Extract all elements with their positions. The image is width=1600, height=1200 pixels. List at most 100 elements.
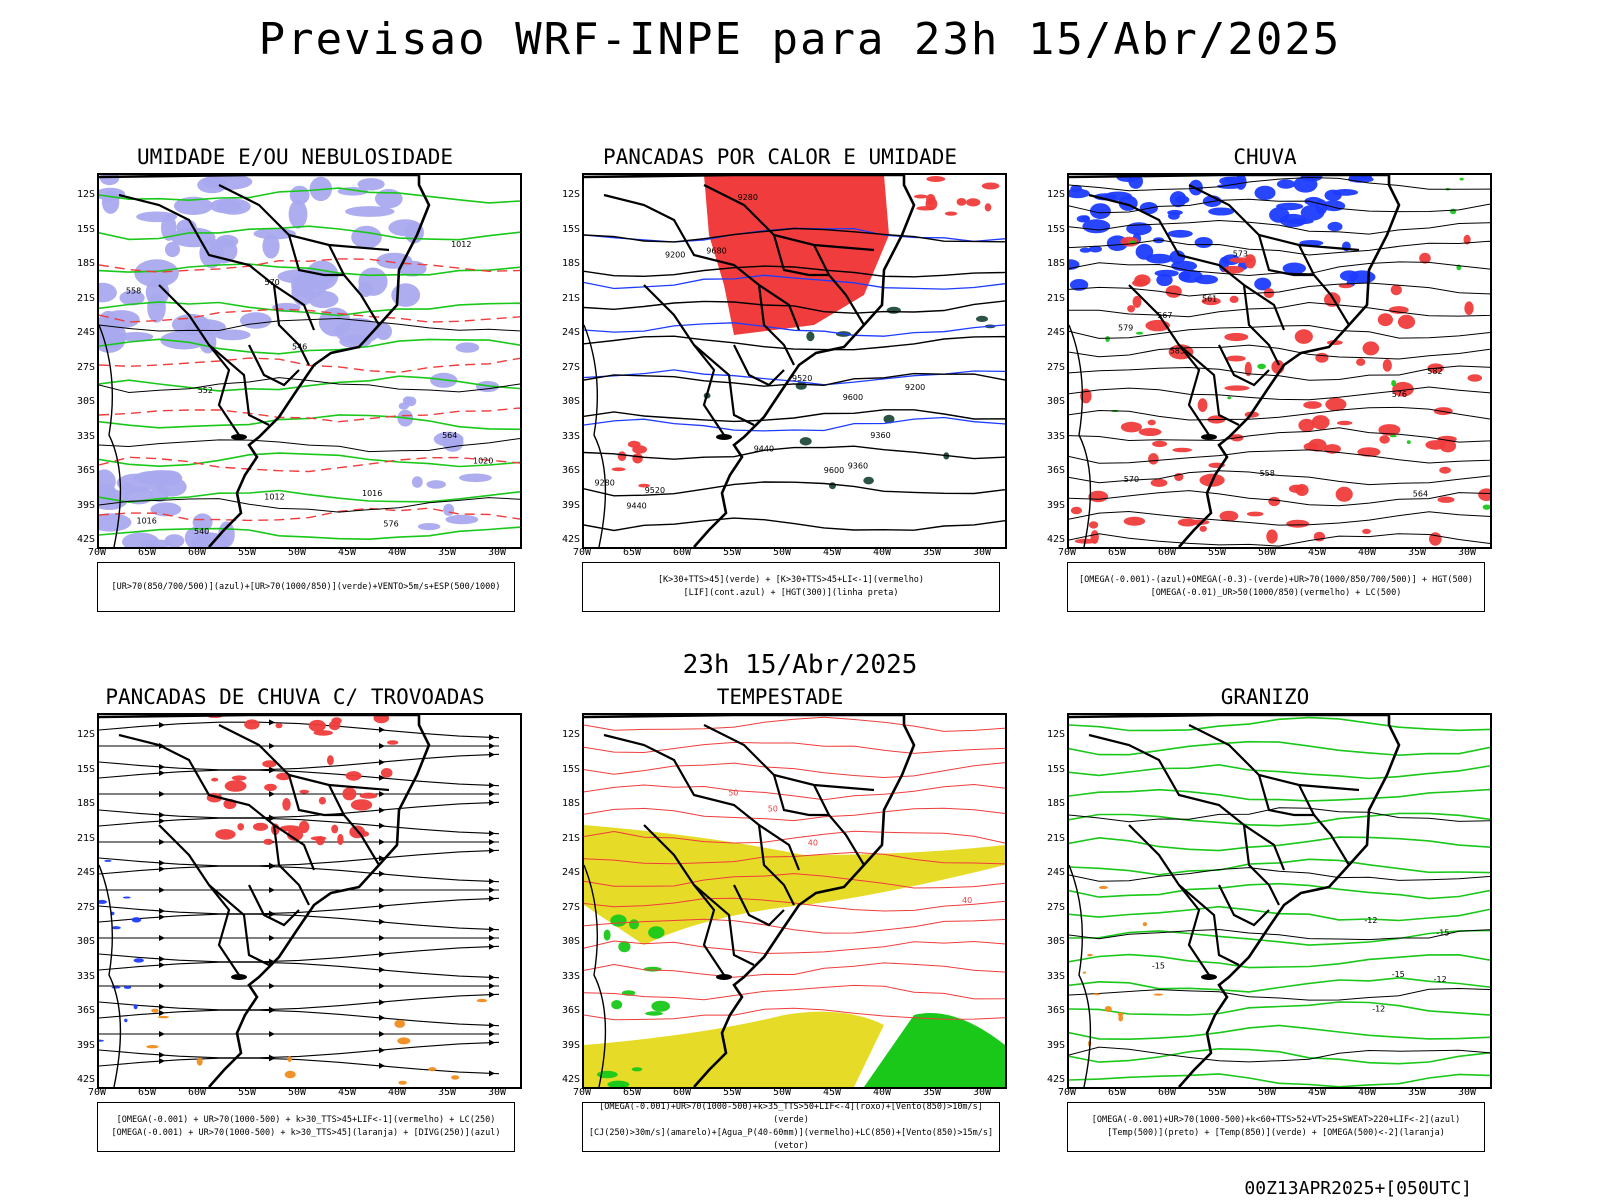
lat-tick-label: 36S — [76, 1005, 95, 1016]
legend-line: [OMEGA(-0.001)+UR>70(1000-500)+k>35_TTS>… — [599, 1102, 983, 1125]
lon-tick-label: 60W — [672, 547, 692, 558]
lon-tick-label: 40W — [872, 547, 892, 558]
lat-tick-label: 15S — [561, 763, 580, 775]
lon-tick-label: 40W — [1357, 1087, 1377, 1098]
lat-tick-label: 21S — [76, 832, 95, 844]
contour-label: 1012 — [451, 240, 471, 249]
lat-tick-label: 12S — [561, 189, 580, 200]
lat-tick-label: 33S — [76, 970, 95, 982]
lon-tick-label: 60W — [1157, 1087, 1177, 1098]
panel-title: PANCADAS DE CHUVA C/ TROVOADAS — [105, 685, 485, 709]
lon-tick-label: 45W — [337, 1087, 357, 1098]
contour-label: 9600 — [843, 393, 863, 402]
contour-label: 1012 — [264, 493, 284, 502]
contour-label: 582 — [1427, 367, 1442, 376]
lon-tick-label: 60W — [187, 547, 207, 558]
lat-tick-label: 24S — [561, 327, 580, 338]
forecast-time-label: 23h 15/Abr/2025 — [682, 650, 918, 680]
lat-tick-label: 15S — [76, 763, 95, 775]
legend-box: [OMEGA(-0.001) + UR>70(1000-500) + k>30_… — [97, 1102, 515, 1152]
lon-tick-label: 70W — [1057, 1087, 1077, 1098]
legend-box: [UR>70(850/700/500)](azul)+[UR>70(1000/8… — [97, 562, 515, 612]
lat-tick-label: 27S — [1046, 901, 1065, 913]
map-panel-umidade: UMIDADE E/OU NEBULOSIDADE 1012 1016 1020 101… — [45, 145, 545, 625]
lat-tick-label: 27S — [76, 901, 95, 913]
coastline — [584, 175, 916, 547]
lon-tick-label: 40W — [1357, 547, 1377, 558]
lat-tick-label: 33S — [1046, 430, 1065, 442]
contour-label: 50 — [728, 789, 738, 798]
map-frame: 1012 1016 1020 1012 1016 576 570 564 558 552 546 54… — [97, 173, 522, 549]
lat-tick-label: 42S — [76, 534, 95, 545]
lon-tick-label: 45W — [822, 1087, 842, 1098]
contour-label: 540 — [194, 527, 209, 536]
contour-label: 558 — [1260, 469, 1275, 478]
contour-label: -15 — [1436, 929, 1449, 938]
coastline — [99, 175, 431, 547]
lon-tick-label: 35W — [1407, 547, 1427, 558]
lon-tick-label: 55W — [1207, 1087, 1227, 1098]
map-canvas — [99, 715, 500, 1087]
lat-tick-label: 24S — [1046, 867, 1065, 878]
contour-label: 558 — [126, 286, 141, 295]
contour-label: 564 — [1413, 489, 1428, 498]
lat-tick-label: 27S — [76, 361, 95, 373]
lat-tick-label: 18S — [76, 258, 95, 269]
lon-tick-label: 45W — [822, 547, 842, 558]
lat-tick-label: 21S — [1046, 292, 1065, 304]
lon-tick-label: 55W — [722, 1087, 742, 1098]
lon-tick-label: 55W — [237, 1087, 257, 1098]
contour-label: 552 — [198, 386, 213, 395]
lat-tick-label: 36S — [1046, 465, 1065, 476]
contour-label: 40 — [962, 896, 972, 905]
legend-line: [K>30+TTS>45](verde) + [K>30+TTS>45+LI<-… — [657, 575, 925, 585]
legend-line: [OMEGA(-0.001) + UR>70(1000-500) + k>30_… — [116, 1115, 496, 1125]
lon-tick-label: 50W — [1257, 1087, 1277, 1098]
contour-label: 564 — [442, 431, 457, 440]
lon-tick-label: 65W — [137, 547, 157, 558]
lat-tick-label: 30S — [76, 936, 95, 947]
lat-tick-label: 36S — [1046, 1005, 1065, 1016]
lon-tick-label: 55W — [722, 547, 742, 558]
lat-tick-label: 24S — [1046, 327, 1065, 338]
legend-line: [LIF](cont.azul) + [HGT(300)](linha pret… — [683, 588, 899, 598]
lat-tick-label: 18S — [1046, 258, 1065, 269]
lon-tick-label: 30W — [487, 547, 507, 558]
lat-tick-label: 18S — [76, 798, 95, 809]
legend-line: [OMEGA(-0.001) + UR>70(1000-500) + k>30_… — [111, 1128, 501, 1138]
map-frame: 585 582 579 576 573 570 567 564 561 558 — [1067, 173, 1492, 549]
lat-tick-label: 12S — [561, 729, 580, 740]
lat-tick-label: 30S — [1046, 396, 1065, 407]
lon-tick-label: 45W — [337, 547, 357, 558]
coastline — [99, 715, 431, 1087]
contour-label: 576 — [1392, 390, 1407, 399]
map-panel-tempestade: TEMPESTADE 40 50 40 50 12S 15S 18S 21S 24S 27S 30S 3… — [530, 685, 1030, 1165]
lat-tick-label: 27S — [1046, 361, 1065, 373]
lon-tick-label: 70W — [87, 1087, 107, 1098]
lon-tick-label: 70W — [87, 547, 107, 558]
contour-label: 9600 — [824, 466, 844, 475]
contour-label: 9360 — [848, 462, 868, 471]
lon-tick-label: 65W — [1107, 547, 1127, 558]
contour-label: 1020 — [473, 456, 493, 465]
contour-label: -15 — [1152, 961, 1165, 970]
lon-tick-label: 30W — [1457, 1087, 1477, 1098]
lat-tick-label: 33S — [561, 430, 580, 442]
lon-tick-label: 50W — [1257, 547, 1277, 558]
lat-tick-label: 18S — [561, 798, 580, 809]
lon-tick-label: 50W — [287, 1087, 307, 1098]
lat-tick-label: 33S — [76, 430, 95, 442]
lon-tick-label: 30W — [487, 1087, 507, 1098]
lat-tick-label: 39S — [1046, 499, 1065, 511]
lat-tick-label: 42S — [76, 1074, 95, 1085]
map-canvas: 9680 9600 9520 9440 9360 9280 9200 9600 9520 9440… — [584, 175, 1005, 547]
lat-tick-label: 36S — [561, 1005, 580, 1016]
map-frame: 40 50 40 50 — [582, 713, 1007, 1089]
lat-tick-label: 39S — [76, 499, 95, 511]
lon-tick-label: 45W — [1307, 547, 1327, 558]
lat-tick-label: 42S — [1046, 1074, 1065, 1085]
main-title: Previsao WRF-INPE para 23h 15/Abr/2025 — [258, 14, 1342, 65]
contour-label: 9680 — [706, 246, 726, 255]
lat-tick-label: 42S — [561, 534, 580, 545]
lat-tick-label: 21S — [561, 832, 580, 844]
